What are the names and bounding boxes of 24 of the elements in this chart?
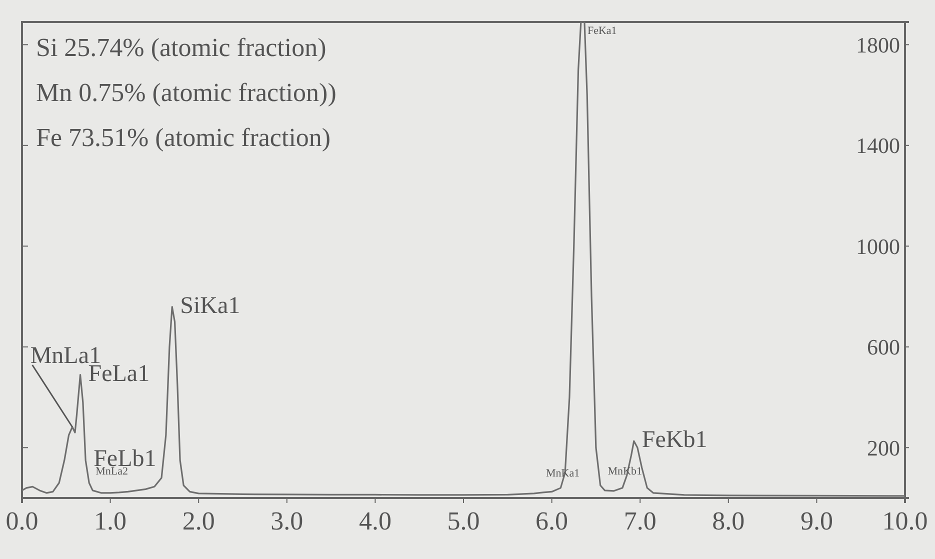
x-tick-label: 7.0: [624, 506, 656, 536]
x-tick-label: 3.0: [270, 506, 304, 536]
y-tick-label: 1400: [856, 133, 900, 158]
x-tick-label: 0.0: [6, 506, 38, 536]
x-tick-label: 6.0: [536, 506, 568, 536]
annotation: SiKa1: [180, 292, 240, 319]
x-tick-label: 1.0: [94, 506, 127, 536]
x-tick-label: 5.0: [447, 506, 480, 536]
x-tick-label: 4.0: [358, 506, 392, 536]
annotation: Mn 0.75% (atomic fraction)): [36, 78, 336, 107]
x-tick-label: 10.0: [882, 506, 928, 536]
annotation: Fe 73.51% (atomic fraction): [36, 123, 331, 152]
annotation: FeKa1: [587, 25, 617, 37]
x-tick-label: 8.0: [712, 506, 745, 536]
annotation: Si 25.74% (atomic fraction): [36, 33, 326, 62]
y-tick-label: 200: [867, 435, 900, 460]
y-tick-label: 600: [867, 334, 900, 360]
x-tick-label: 9.0: [800, 506, 833, 536]
y-tick-label: 1800: [856, 32, 900, 58]
annotation: MnLa2: [96, 465, 128, 478]
y-tick-label: 1000: [856, 234, 900, 259]
annotation: FeKb1: [642, 427, 708, 454]
x-tick-label: 2.0: [182, 506, 215, 536]
line-series: [21, 21, 906, 497]
